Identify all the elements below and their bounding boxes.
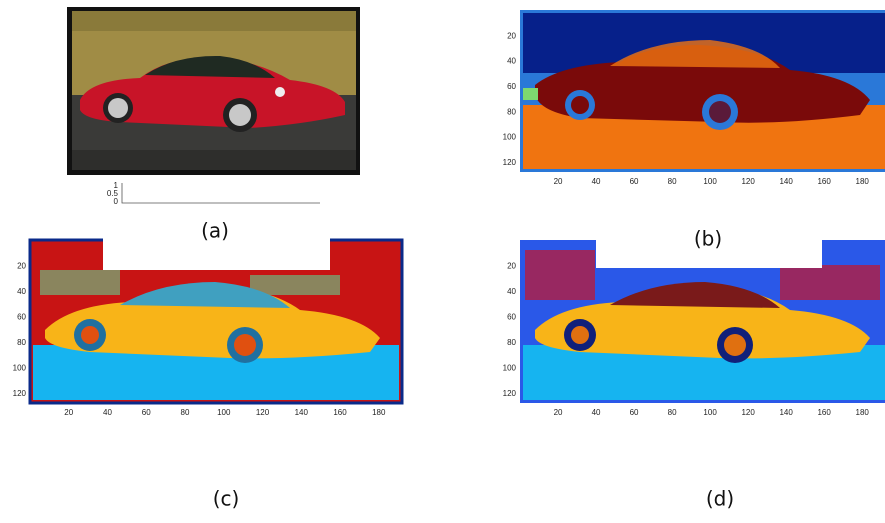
x-tick-label: 100 — [703, 408, 717, 417]
caption: (b) — [694, 227, 722, 251]
x-tick-label: 140 — [779, 408, 793, 417]
x-tick-label: 160 — [817, 408, 831, 417]
x-tick-label: 180 — [372, 408, 386, 417]
y-tick-label: 120 — [13, 389, 27, 398]
x-tick-label: 140 — [779, 177, 793, 186]
x-tick-label: 120 — [741, 177, 755, 186]
x-tick-label: 160 — [817, 177, 831, 186]
x-tick-label: 20 — [554, 408, 563, 417]
x-tick-label: 40 — [592, 408, 601, 417]
y-tick-label: 80 — [507, 107, 516, 116]
x-tick-label: 120 — [741, 408, 755, 417]
y-tick-label: 100 — [503, 363, 517, 372]
x-tick-label: 40 — [592, 177, 601, 186]
x-tick-label: 40 — [103, 408, 112, 417]
y-tick-label: 40 — [507, 287, 516, 296]
caption: (c) — [213, 487, 240, 511]
x-tick-label: 120 — [256, 408, 270, 417]
x-tick-label: 20 — [554, 177, 563, 186]
x-tick-label: 80 — [668, 408, 677, 417]
y-tick-label: 40 — [507, 57, 516, 66]
y-tick-label: 20 — [17, 262, 26, 271]
y-tick-label: 120 — [503, 389, 517, 398]
x-tick-label: 100 — [217, 408, 231, 417]
x-tick-label: 160 — [333, 408, 347, 417]
y-tick-label: 60 — [17, 313, 26, 322]
segmentation-image — [520, 10, 885, 172]
small-axis — [122, 183, 320, 203]
x-tick-label: 20 — [64, 408, 73, 417]
photo — [67, 7, 360, 175]
y-tick-label: 40 — [17, 287, 26, 296]
y-tick-label: 100 — [503, 133, 517, 142]
x-tick-label: 180 — [856, 408, 870, 417]
y-tick-label: 0 — [114, 197, 119, 206]
x-tick-label: 80 — [181, 408, 190, 417]
y-tick-label: 100 — [13, 363, 27, 372]
x-tick-label: 140 — [295, 408, 309, 417]
x-tick-label: 80 — [668, 177, 677, 186]
x-tick-label: 60 — [142, 408, 151, 417]
y-tick-label: 80 — [507, 338, 516, 347]
y-tick-label: 60 — [507, 82, 516, 91]
y-tick-label: 80 — [17, 338, 26, 347]
y-tick-label: 120 — [503, 158, 517, 167]
y-tick-label: 20 — [507, 31, 516, 40]
caption: (d) — [706, 487, 734, 511]
x-tick-label: 180 — [856, 177, 870, 186]
x-tick-label: 60 — [630, 177, 639, 186]
y-tick-label: 20 — [507, 262, 516, 271]
segmentation-image — [520, 237, 885, 403]
segmentation-image — [30, 237, 402, 403]
x-tick-label: 100 — [703, 177, 717, 186]
figure: (a) (b) (c) (d) 10.502040608010012020406… — [0, 0, 885, 523]
x-tick-label: 60 — [630, 408, 639, 417]
y-tick-label: 60 — [507, 313, 516, 322]
caption: (a) — [201, 219, 229, 243]
